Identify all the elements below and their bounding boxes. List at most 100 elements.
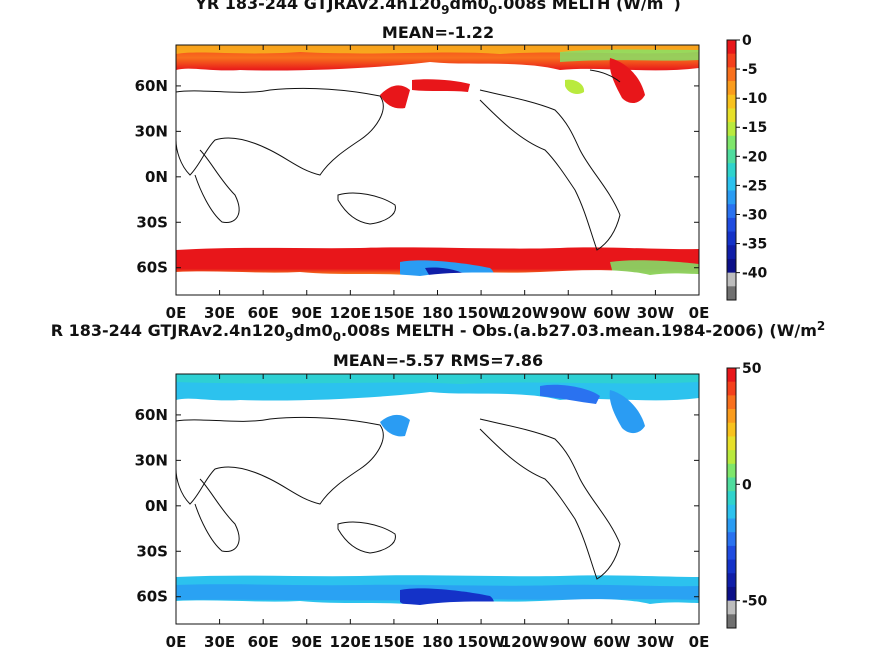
bottom-y-tick-label: 60S xyxy=(136,588,168,606)
top-y-tick-label: 30S xyxy=(136,213,168,231)
top-colorbar-segment xyxy=(727,81,736,96)
bottom-x-tick-label: 180 xyxy=(422,633,453,651)
bottom-colorbar-segment xyxy=(727,532,736,547)
bottom-colorbar-segment xyxy=(727,477,736,492)
bottom-title-line2: MEAN=-5.57 RMS=7.86 xyxy=(333,351,543,370)
top-colorbar-segment xyxy=(727,135,736,150)
bottom-title-line1: R 183-244 GTJRAv2.4n1209dm00.008s MELTH … xyxy=(51,319,826,344)
bottom-colorbar-segment xyxy=(727,491,736,506)
bottom-x-tick-label: 90W xyxy=(550,633,588,651)
top-colorbar-label: -30 xyxy=(742,207,768,223)
bottom-colorbar-label: -50 xyxy=(742,594,768,610)
bottom-x-tick-label: 60E xyxy=(248,633,279,651)
bottom-colorbar: 50 0 -50 xyxy=(726,361,768,629)
top-colorbar-segment xyxy=(727,286,736,301)
bottom-colorbar-segment xyxy=(727,545,736,561)
top-colorbar-label: -40 xyxy=(742,266,768,282)
top-y-tick-label: 60S xyxy=(136,259,168,277)
top-x-tick-label: 120W xyxy=(501,304,549,322)
bottom-labrador xyxy=(609,390,645,434)
top-x-tick-label: 60W xyxy=(593,304,631,322)
top-colorbar-segment xyxy=(727,149,736,164)
top-title-line2: MEAN=-1.22 xyxy=(382,23,494,42)
bottom-x-tick-label: 0E xyxy=(166,633,187,651)
top-colorbar-segment xyxy=(727,163,736,178)
bottom-okhotsk xyxy=(380,414,410,437)
bottom-antarctica-land xyxy=(176,599,699,624)
bottom-x-tick-label: 150E xyxy=(373,633,415,651)
bottom-panel: R 183-244 GTJRAv2.4n1209dm00.008s MELTH … xyxy=(51,319,826,651)
bottom-x-tick-label: 30W xyxy=(637,633,675,651)
top-x-tick-label: 120E xyxy=(330,304,372,322)
top-colorbar-segment xyxy=(727,190,736,205)
top-x-tick-label: 60E xyxy=(248,304,279,322)
top-x-tick-label: 0E xyxy=(166,304,187,322)
top-hudson xyxy=(565,79,585,94)
top-colorbar-segment xyxy=(727,176,736,192)
bottom-colorbar-segment xyxy=(727,463,736,478)
top-colorbar-label: -10 xyxy=(742,91,768,107)
top-colorbar-label: -5 xyxy=(742,62,758,78)
top-coastlines xyxy=(175,69,621,251)
top-colorbar-segment xyxy=(727,94,736,109)
top-colorbar-segment xyxy=(727,67,736,82)
top-colorbar-segment xyxy=(727,108,736,123)
top-labrador xyxy=(609,58,645,104)
bottom-colorbar-segment xyxy=(727,381,736,396)
bottom-colorbar-segment xyxy=(727,409,736,424)
bottom-coastlines xyxy=(175,416,621,580)
top-x-tick-label: 150E xyxy=(373,304,415,322)
top-colorbar-segment xyxy=(727,204,736,219)
top-colorbar-label: -15 xyxy=(742,120,767,136)
bottom-colorbar-segment xyxy=(727,395,736,410)
top-colorbar: 0 -5 -10 -15 -20 -25 -30 -35 -40 xyxy=(726,33,768,301)
top-colorbar-label: -20 xyxy=(742,149,768,165)
top-colorbar-segment xyxy=(727,258,736,274)
bottom-colorbar-segment xyxy=(727,368,736,383)
bottom-y-tick-label: 30N xyxy=(135,451,168,469)
top-colorbar-segment xyxy=(727,53,736,68)
top-colorbar-label: 0 xyxy=(742,33,752,49)
top-colorbar-frame xyxy=(726,39,737,301)
bottom-colorbar-segment xyxy=(727,559,736,574)
top-panel: YR 183-244 GTJRAv2.4n1209dm00.008s MELTH… xyxy=(135,0,768,322)
top-y-tick-label: 30N xyxy=(135,122,168,140)
bottom-colorbar-segment xyxy=(727,614,736,629)
top-x-tick-label: 0E xyxy=(689,304,710,322)
top-x-tick-label: 150W xyxy=(457,304,505,322)
top-colorbar-segment xyxy=(727,272,736,287)
bottom-y-axis: 60N 30N 0N 30S 60S xyxy=(135,406,699,606)
top-colorbar-segment xyxy=(727,217,736,233)
top-colorbar-segment xyxy=(727,245,736,260)
bottom-colorbar-label: 0 xyxy=(742,477,752,493)
bottom-colorbar-segment xyxy=(727,436,736,451)
bottom-colorbar-segment xyxy=(727,573,736,588)
top-x-tick-label: 30E xyxy=(204,304,235,322)
bottom-map xyxy=(175,373,700,625)
bottom-colorbar-segment xyxy=(727,600,736,615)
bottom-x-tick-label: 120W xyxy=(501,633,549,651)
bottom-x-tick-label: 150W xyxy=(457,633,505,651)
top-arctic-green xyxy=(560,49,699,62)
bottom-y-tick-label: 60N xyxy=(135,406,168,424)
top-title-line1: YR 183-244 GTJRAv2.4n1209dm00.008s MELTH… xyxy=(194,0,681,17)
top-colorbar-segment xyxy=(727,122,736,137)
top-colorbar-segment xyxy=(727,231,736,246)
top-x-tick-label: 180 xyxy=(422,304,453,322)
top-bering xyxy=(412,79,470,92)
bottom-colorbar-segment xyxy=(727,586,736,602)
bottom-x-tick-label: 0E xyxy=(689,633,710,651)
bottom-colorbar-frame xyxy=(726,367,737,629)
bottom-colorbar-label: 50 xyxy=(742,361,762,377)
bottom-colorbar-segment xyxy=(727,504,736,520)
top-x-tick-label: 90W xyxy=(550,304,588,322)
bottom-x-tick-label: 90E xyxy=(291,633,322,651)
top-y-axis: 60N 30N 0N 30S 60S xyxy=(135,77,699,277)
bottom-x-tick-label: 60W xyxy=(593,633,631,651)
top-colorbar-segment xyxy=(727,40,736,55)
top-map xyxy=(175,44,700,296)
top-x-tick-label: 90E xyxy=(291,304,322,322)
bottom-x-tick-label: 120E xyxy=(330,633,372,651)
